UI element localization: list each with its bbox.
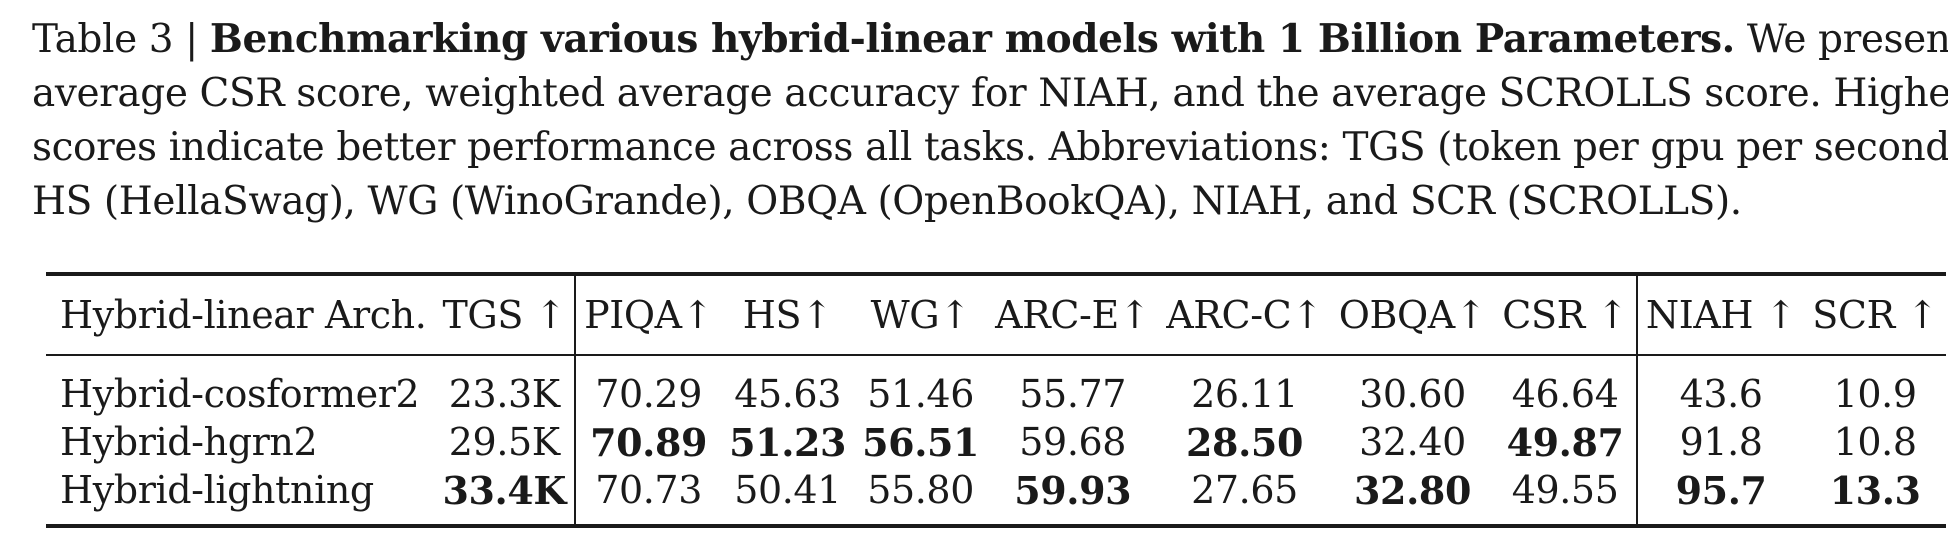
cell-piqa: 70.73 <box>595 468 702 512</box>
cell-csr: 49.87 <box>1494 418 1638 466</box>
cell-arc-c: 26.11 <box>1191 372 1298 416</box>
caption-line-1: Table 3 | Benchmarking various hybrid-li… <box>32 12 1948 67</box>
cell-hs: 45.63 <box>734 372 841 416</box>
caption-line-1-rest: We present the <box>1746 17 1948 62</box>
benchmark-table-container: Hybrid-linear Arch. TGS ↑ PIQA↑ HS↑ WG↑ … <box>46 272 1946 528</box>
cell-obqa: 30.60 <box>1359 372 1466 416</box>
caption-label: Table 3 | <box>32 17 210 62</box>
cell-niah: 95.7 <box>1675 467 1767 513</box>
header-scr: SCR ↑ <box>1812 293 1938 337</box>
cell-piqa: 70.89 <box>590 419 708 465</box>
cell-tgs: 23.3K <box>434 355 577 418</box>
cell-arc-e: 59.68 <box>1019 420 1127 464</box>
cell-niah: 43.6 <box>1679 372 1763 416</box>
cell-arch: Hybrid-cosformer2 <box>60 372 420 416</box>
cell-csr: 49.55 <box>1494 466 1638 526</box>
table-body: Hybrid-cosformer2 23.3K 70.29 45.63 51.46 55.… <box>46 355 1946 526</box>
cell-obqa: 32.40 <box>1359 420 1466 464</box>
cell-arc-e: 59.93 <box>1014 467 1132 513</box>
cell-niah: 91.8 <box>1679 420 1763 464</box>
table-row: Hybrid-cosformer2 23.3K 70.29 45.63 51.46 55.… <box>46 355 1946 418</box>
header-hs: HS↑ <box>742 293 833 337</box>
header-tgs: TGS ↑ <box>434 274 577 355</box>
cell-piqa: 70.29 <box>595 372 702 416</box>
header-niah: NIAH ↑ <box>1645 293 1797 337</box>
cell-hs: 51.23 <box>729 419 847 465</box>
cell-arc-e: 55.77 <box>1019 372 1127 416</box>
cell-hs: 50.41 <box>734 468 841 512</box>
cell-scr: 10.9 <box>1833 372 1917 416</box>
cell-scr: 13.3 <box>1829 467 1921 513</box>
cell-arc-c: 27.65 <box>1191 468 1298 512</box>
header-obqa: OBQA↑ <box>1338 293 1487 337</box>
header-wg: WG↑ <box>870 293 971 337</box>
cell-tgs: 29.5K <box>434 418 577 466</box>
table-row: Hybrid-hgrn2 29.5K 70.89 51.23 56.51 59.68 28.… <box>46 418 1946 466</box>
cell-arch: Hybrid-lightning <box>60 468 374 512</box>
header-arc-c: ARC-C↑ <box>1166 293 1323 337</box>
header-csr: CSR ↑ <box>1494 274 1638 355</box>
header-arc-e: ARC-E↑ <box>995 293 1151 337</box>
cell-scr: 10.8 <box>1833 420 1917 464</box>
table-header-row: Hybrid-linear Arch. TGS ↑ PIQA↑ HS↑ WG↑ … <box>46 274 1946 355</box>
cell-obqa: 32.80 <box>1354 467 1471 513</box>
caption-line-4: HS (HellaSwag), WG (WinoGrande), OBQA (O… <box>32 179 1742 224</box>
cell-arc-c: 28.50 <box>1186 419 1303 465</box>
table-caption: Table 3 | Benchmarking various hybrid-li… <box>32 12 1948 229</box>
cell-tgs: 33.4K <box>434 466 577 526</box>
table-row: Hybrid-lightning 33.4K 70.73 50.41 55.80 59.9… <box>46 466 1946 526</box>
cell-csr: 46.64 <box>1494 355 1638 418</box>
cell-arch: Hybrid-hgrn2 <box>60 420 318 464</box>
caption-line-3: scores indicate better performance acros… <box>32 125 1948 170</box>
caption-line-2: average CSR score, weighted average accu… <box>32 71 1948 116</box>
cell-wg: 55.80 <box>867 468 974 512</box>
caption-bold-title: Benchmarking various hybrid-linear model… <box>209 16 1735 62</box>
header-arch: Hybrid-linear Arch. <box>60 293 427 337</box>
cell-wg: 56.51 <box>862 419 980 465</box>
header-piqa: PIQA↑ <box>584 293 714 337</box>
cell-wg: 51.46 <box>867 372 974 416</box>
benchmark-table: Hybrid-linear Arch. TGS ↑ PIQA↑ HS↑ WG↑ … <box>46 272 1946 528</box>
